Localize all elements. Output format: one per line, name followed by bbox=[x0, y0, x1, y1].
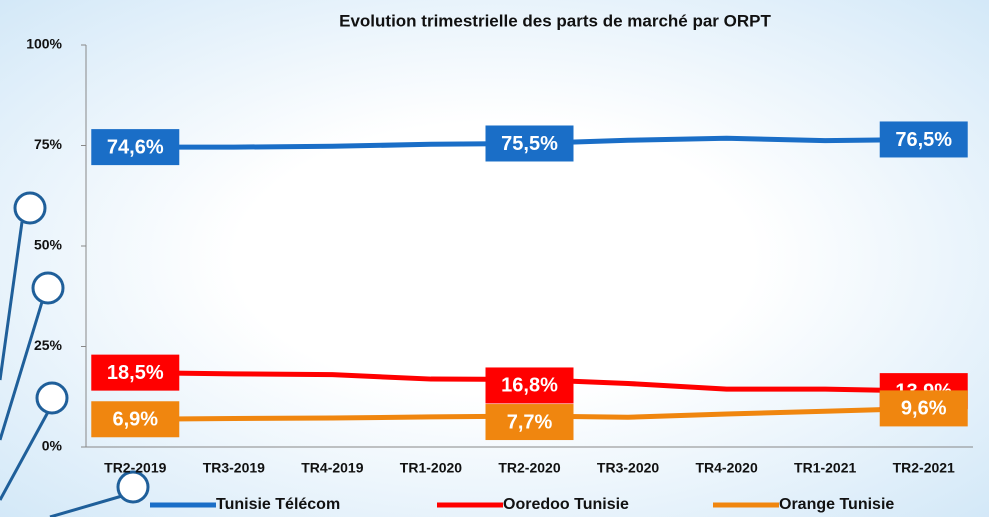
data-label: 75,5% bbox=[485, 125, 574, 162]
chart-title: Evolution trimestrielle des parts de mar… bbox=[339, 11, 771, 30]
data-label-text: 6,9% bbox=[112, 409, 158, 431]
y-tick-label: 50% bbox=[34, 237, 63, 253]
data-label-text: 7,7% bbox=[507, 411, 553, 433]
data-label: 6,9% bbox=[91, 401, 180, 438]
legend-label: Orange Tunisie bbox=[779, 496, 894, 513]
data-label-box bbox=[879, 121, 968, 158]
data-label-box bbox=[485, 125, 574, 162]
data-label-text: 16,8% bbox=[501, 375, 558, 397]
data-label: 76,5% bbox=[879, 121, 968, 158]
data-label-text: 18,5% bbox=[107, 362, 164, 384]
x-tick-label: TR3-2019 bbox=[203, 460, 265, 476]
x-tick-label: TR4-2020 bbox=[695, 460, 757, 476]
data-label-text: 75,5% bbox=[501, 133, 558, 155]
x-tick-label: TR1-2020 bbox=[400, 460, 462, 476]
y-tick-label: 0% bbox=[42, 438, 63, 454]
x-tick-label: TR2-2019 bbox=[104, 460, 166, 476]
data-label: 9,6% bbox=[879, 390, 968, 427]
data-label-box bbox=[91, 129, 180, 166]
x-tick-label: TR4-2019 bbox=[301, 460, 363, 476]
data-label-text: 74,6% bbox=[107, 136, 164, 158]
data-label: 74,6% bbox=[91, 129, 180, 166]
legend-label: Tunisie Télécom bbox=[216, 496, 340, 513]
data-label-box bbox=[485, 367, 574, 404]
y-tick-label: 75% bbox=[34, 136, 63, 152]
data-label: 18,5% bbox=[91, 354, 180, 391]
data-label: 16,8% bbox=[485, 367, 574, 404]
data-label-box bbox=[485, 404, 574, 441]
x-tick-label: TR3-2020 bbox=[597, 460, 659, 476]
x-tick-label: TR2-2021 bbox=[893, 460, 955, 476]
decoration bbox=[0, 191, 150, 517]
data-label-text: 9,6% bbox=[901, 398, 947, 420]
data-label-box bbox=[879, 390, 968, 427]
data-label-text: 76,5% bbox=[895, 129, 952, 151]
x-tick-label: TR1-2021 bbox=[794, 460, 856, 476]
y-tick-label: 100% bbox=[26, 36, 62, 52]
data-label: 7,7% bbox=[485, 404, 574, 441]
x-tick-label: TR2-2020 bbox=[498, 460, 560, 476]
legend-label: Ooredoo Tunisie bbox=[503, 496, 629, 513]
data-label-box bbox=[91, 401, 180, 438]
y-tick-label: 25% bbox=[34, 337, 63, 353]
data-label-box bbox=[91, 354, 180, 391]
